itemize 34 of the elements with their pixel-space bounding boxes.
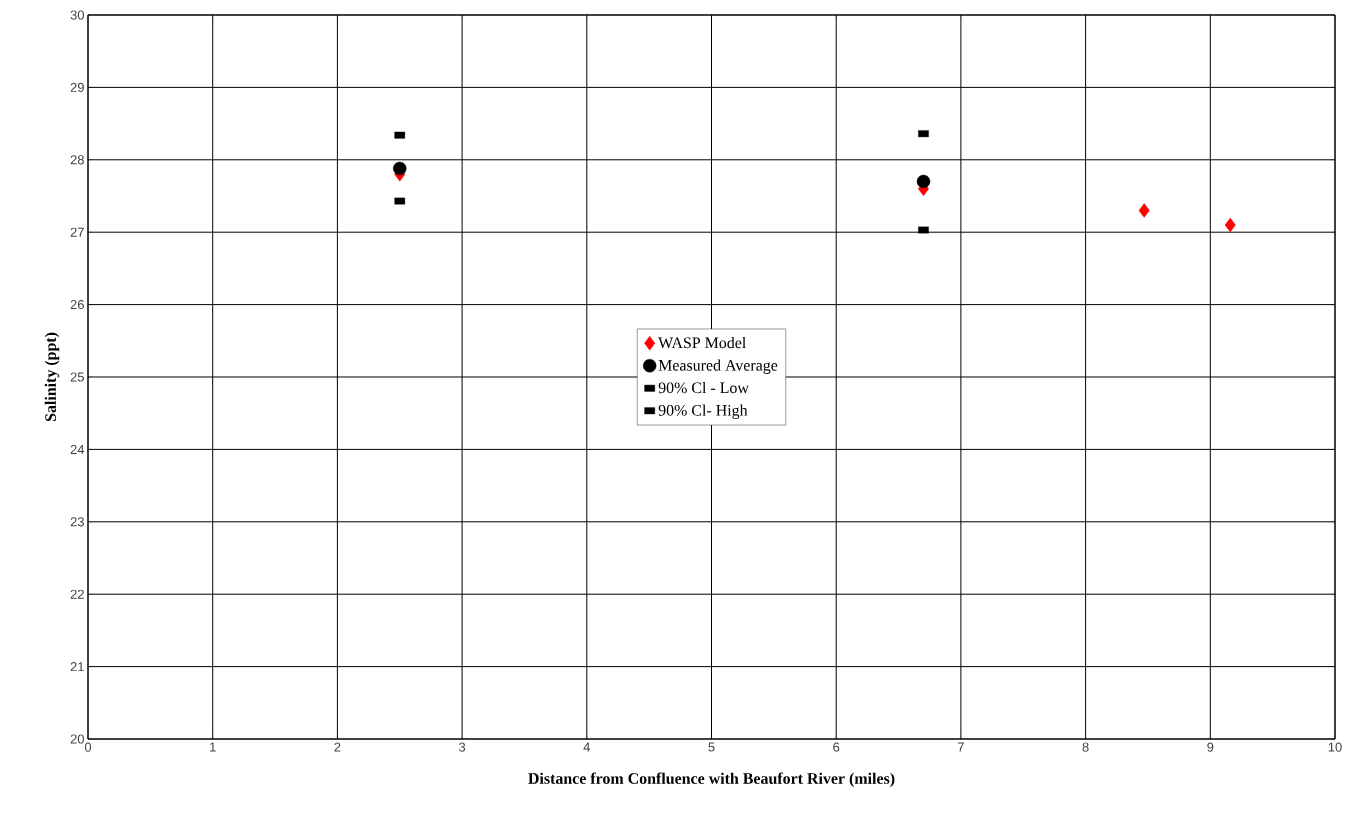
x-tick-label: 8: [1082, 742, 1089, 752]
point: [918, 130, 929, 138]
legend-label: Measured Average: [658, 359, 778, 374]
y-tick-label: 21: [70, 662, 84, 672]
y-tick-label: 30: [70, 10, 84, 20]
y-tick-label: 27: [70, 227, 84, 237]
y-tick-label: 28: [70, 155, 84, 165]
y-tick-label: 26: [70, 300, 84, 310]
point: [393, 161, 407, 176]
legend-label: 90% Cl- High: [658, 404, 748, 419]
y-tick-label: 25: [70, 372, 84, 382]
point: [1138, 203, 1150, 218]
x-tick-label: 7: [957, 742, 964, 752]
x-tick-label: 4: [583, 742, 591, 752]
legend-label: 90% Cl - Low: [658, 381, 749, 394]
y-tick-label: 23: [70, 517, 84, 527]
x-tick-label: 9: [1207, 742, 1214, 752]
x-tick-label: 2: [334, 742, 341, 752]
y-tick-label: 29: [70, 82, 84, 92]
x-axis-title: Distance from Confluence with Beaufort River (miles): [528, 772, 895, 788]
x-tick-label: 0: [84, 742, 92, 752]
point: [916, 174, 931, 189]
legend-label: WASP Model: [658, 336, 746, 349]
y-tick-label: 20: [70, 734, 84, 744]
y-tick-label: 24: [70, 444, 85, 454]
x-tick-label: 1: [210, 742, 216, 752]
y-axis-title: Salinity (ppt): [44, 332, 60, 422]
x-tick-label: 3: [459, 742, 466, 752]
x-tick-label: 6: [833, 742, 840, 752]
point: [918, 226, 929, 234]
x-tick-label: 5: [708, 742, 715, 752]
y-tick-label: 22: [70, 589, 84, 599]
x-tick-label: 10: [1328, 742, 1342, 752]
point: [1224, 217, 1236, 233]
